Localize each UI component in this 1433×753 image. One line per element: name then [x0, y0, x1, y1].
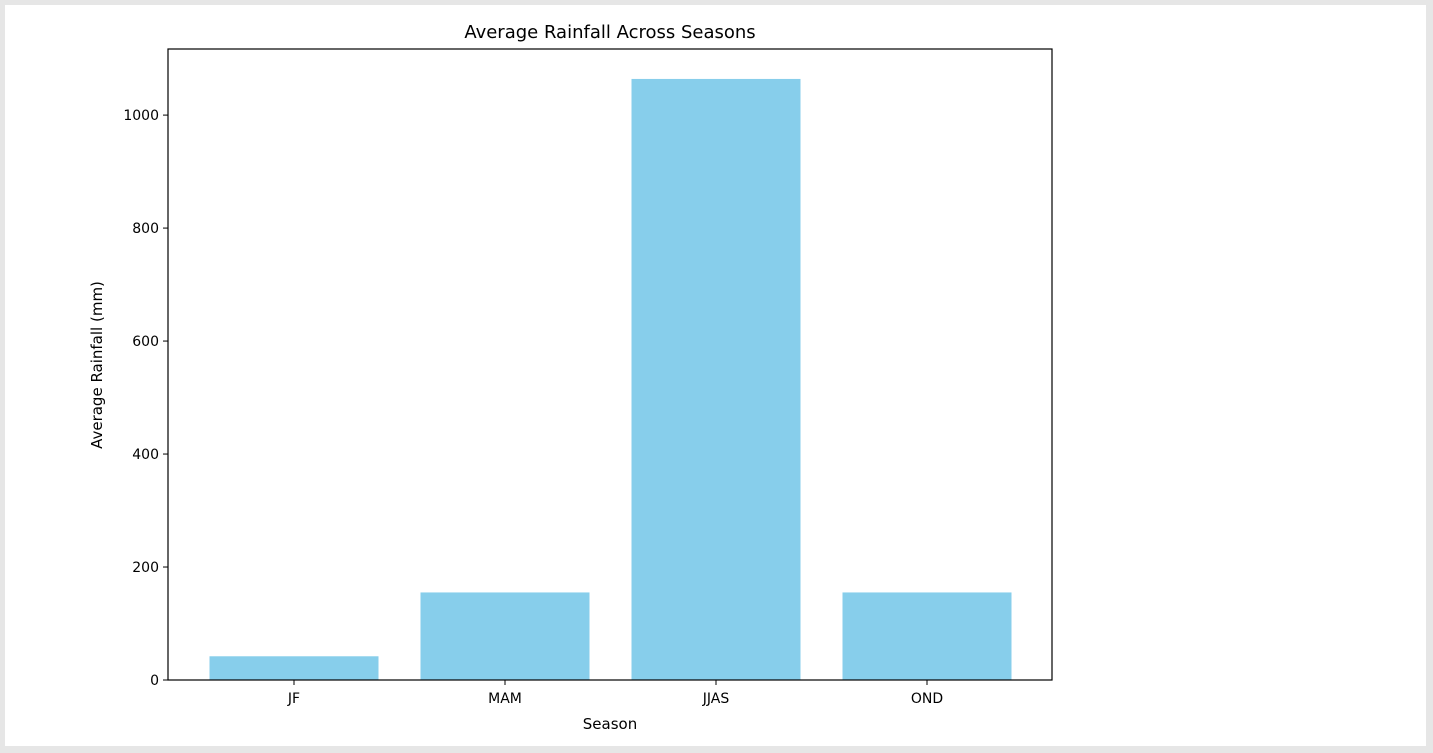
y-tick-label-600: 600	[132, 334, 159, 350]
chart-frame: 0 200 400 600 800 1000 JF MAM JJAS OND Average R…	[5, 5, 1426, 746]
x-axis-label: Season	[583, 715, 637, 733]
x-tick-label-jjas: JJAS	[702, 691, 730, 707]
chart-title: Average Rainfall Across Seasons	[464, 22, 755, 43]
x-tick-label-ond: OND	[911, 691, 943, 707]
bar-chart: 0 200 400 600 800 1000 JF MAM JJAS OND Average R…	[88, 22, 1053, 733]
bar-jjas	[631, 78, 801, 681]
bar-jf	[209, 656, 379, 680]
y-tick-label-0: 0	[150, 673, 159, 689]
bar-mam	[420, 592, 590, 680]
x-tick-label-mam: MAM	[488, 691, 522, 707]
y-tick-label-1000: 1000	[123, 108, 159, 124]
y-tick-label-200: 200	[132, 560, 159, 576]
bar-ond	[842, 592, 1012, 680]
x-axis: JF MAM JJAS OND	[287, 680, 943, 707]
y-tick-label-800: 800	[132, 221, 159, 237]
plot-area-border	[167, 48, 1053, 681]
x-tick-label-jf: JF	[287, 691, 300, 707]
bars-group	[209, 78, 1012, 681]
y-axis-label: Average Rainfall (mm)	[88, 281, 106, 449]
y-tick-label-400: 400	[132, 447, 159, 463]
y-axis: 0 200 400 600 800 1000	[123, 108, 168, 689]
